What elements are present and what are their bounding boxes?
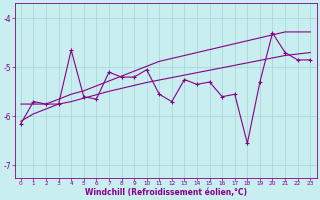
X-axis label: Windchill (Refroidissement éolien,°C): Windchill (Refroidissement éolien,°C): [84, 188, 246, 197]
